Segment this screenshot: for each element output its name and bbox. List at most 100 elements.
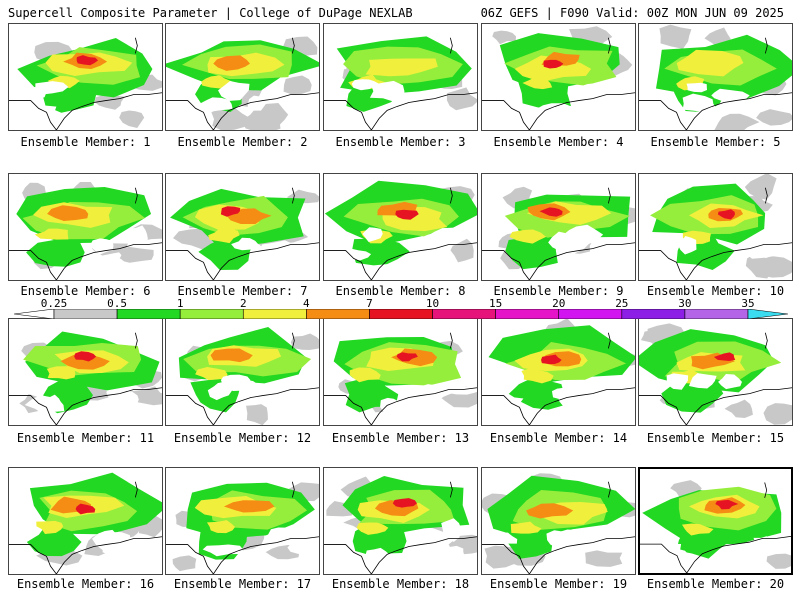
scp-contour <box>681 523 714 536</box>
member-map-20[interactable] <box>638 467 793 575</box>
member-map-10[interactable] <box>638 173 793 281</box>
coastline <box>482 387 635 425</box>
member-label-1: Ensemble Member: 1 <box>20 135 151 149</box>
scp-contour <box>724 399 753 419</box>
scp-contour <box>538 103 578 114</box>
member-label-9: Ensemble Member: 9 <box>493 284 624 298</box>
state-border <box>291 37 295 54</box>
coastline <box>9 536 162 574</box>
state-border <box>607 37 611 54</box>
member-map-3[interactable] <box>323 23 478 131</box>
coastline <box>324 387 477 425</box>
coastline <box>166 387 319 425</box>
scp-contour <box>682 93 718 114</box>
member-label-11: Ensemble Member: 11 <box>16 431 155 445</box>
scp-contour <box>392 498 417 508</box>
member-map-18[interactable] <box>323 467 478 575</box>
member-map-12[interactable] <box>165 318 320 426</box>
scp-contour <box>715 499 739 510</box>
scp-contour <box>206 520 236 534</box>
scp-contour <box>220 379 258 391</box>
scp-contour <box>380 397 405 419</box>
state-border <box>449 481 453 498</box>
state-border <box>134 332 138 349</box>
scp-contour <box>396 352 418 362</box>
colorbar-tick-label: 25 <box>615 297 629 310</box>
scp-contour <box>231 237 259 251</box>
state-border <box>134 481 138 498</box>
scp-contour <box>439 545 465 557</box>
member-map-1[interactable] <box>8 23 163 131</box>
coastline <box>166 92 319 130</box>
scp-contour <box>220 206 241 217</box>
scp-contour <box>26 522 82 557</box>
scp-contour <box>340 248 372 261</box>
coastline <box>324 536 477 574</box>
scp-contour <box>522 77 553 90</box>
page-title: Supercell Composite Parameter | College … <box>8 6 413 20</box>
scp-contour <box>287 540 316 555</box>
scp-contour <box>717 209 735 220</box>
member-label-19: Ensemble Member: 19 <box>489 577 628 591</box>
member-map-7[interactable] <box>165 173 320 281</box>
member-map-4[interactable] <box>481 23 636 131</box>
coastline <box>639 387 792 425</box>
state-border <box>764 37 768 54</box>
colorbar-segment <box>621 309 686 319</box>
scp-contour <box>356 522 389 535</box>
scp-contour <box>744 245 777 259</box>
scp-contour <box>365 58 438 77</box>
colorbar-tick-label: 20 <box>552 297 566 310</box>
state-border <box>449 37 453 54</box>
scp-contour <box>492 99 520 118</box>
scp-contour <box>74 351 97 362</box>
scp-contour <box>766 553 791 569</box>
member-label-16: Ensemble Member: 16 <box>16 577 155 591</box>
colorbar-segment <box>558 309 623 319</box>
member-map-19[interactable] <box>481 467 636 575</box>
member-map-13[interactable] <box>323 318 478 426</box>
scp-contour <box>223 500 275 513</box>
scp-contour <box>349 367 381 383</box>
member-label-2: Ensemble Member: 2 <box>177 135 308 149</box>
member-map-2[interactable] <box>165 23 320 131</box>
member-map-11[interactable] <box>8 318 163 426</box>
scp-contour <box>713 352 736 362</box>
colorbar-segment <box>495 309 560 319</box>
member-map-8[interactable] <box>323 173 478 281</box>
scp-contour <box>246 404 268 425</box>
scp-contour <box>202 544 244 557</box>
scp-contour <box>290 333 319 351</box>
member-map-9[interactable] <box>481 173 636 281</box>
scp-contour <box>756 109 792 126</box>
scp-contour <box>172 555 197 572</box>
member-label-15: Ensemble Member: 15 <box>646 431 785 445</box>
state-border <box>291 332 295 349</box>
scp-contour <box>666 373 689 390</box>
scp-contour <box>441 518 462 543</box>
scp-contour <box>509 229 547 244</box>
member-map-5[interactable] <box>638 23 793 131</box>
scp-contour <box>521 368 554 384</box>
scp-contour <box>213 55 251 71</box>
member-map-16[interactable] <box>8 467 163 575</box>
scp-contour <box>210 348 253 363</box>
scp-contour <box>744 174 777 200</box>
state-border <box>607 187 611 204</box>
coastline <box>640 536 791 573</box>
scp-contour <box>539 207 563 217</box>
scp-contour <box>362 227 383 243</box>
scp-contour <box>677 236 697 255</box>
member-map-14[interactable] <box>481 318 636 426</box>
scp-contour <box>201 75 233 89</box>
scp-contour <box>75 503 96 515</box>
member-map-15[interactable] <box>638 318 793 426</box>
member-label-12: Ensemble Member: 12 <box>173 431 312 445</box>
colorbar-strip <box>14 309 788 319</box>
member-map-6[interactable] <box>8 173 163 281</box>
coastline <box>482 536 635 574</box>
scp-contour <box>492 30 517 45</box>
scp-contour <box>116 246 154 263</box>
member-map-17[interactable] <box>165 467 320 575</box>
state-border <box>449 187 453 204</box>
